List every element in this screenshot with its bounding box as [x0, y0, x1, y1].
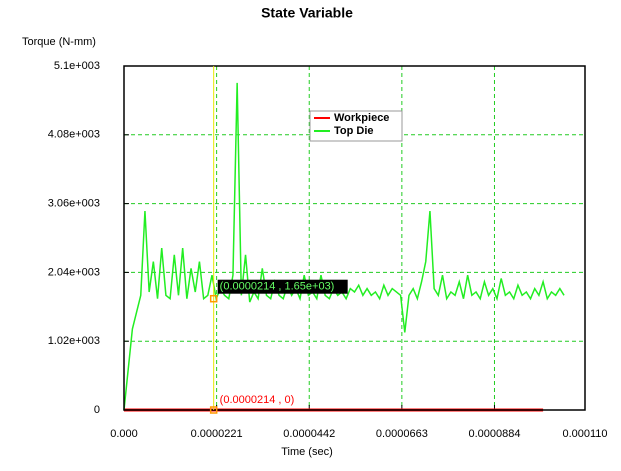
- plot-frame: [123, 65, 586, 411]
- y-tick-label: 4.08e+003: [48, 129, 100, 141]
- y-tick-label: 5.1e+003: [54, 60, 100, 72]
- x-tick-label: 0.0000884: [468, 428, 520, 440]
- legend-label: Top Die: [334, 125, 374, 137]
- cursor-marker: [209, 294, 218, 303]
- x-tick-label: 0.0000442: [283, 428, 335, 440]
- legend-box: [309, 110, 403, 142]
- chart-title: State Variable: [261, 5, 353, 21]
- x-tick-label: 0.000: [110, 428, 138, 440]
- annotation: (0.0000214 , 0): [220, 394, 295, 406]
- y-tick-label: 0: [94, 404, 100, 416]
- x-axis-label: Time (sec): [281, 446, 333, 458]
- y-tick-label: 3.06e+003: [48, 198, 100, 210]
- y-axis-label: Torque (N-mm): [22, 36, 96, 48]
- x-tick-label: 0.0000221: [191, 428, 243, 440]
- legend-label: Workpiece: [334, 112, 389, 124]
- y-tick-label: 2.04e+003: [48, 266, 100, 278]
- y-tick-label: 1.02e+003: [48, 335, 100, 347]
- annotation-box: [217, 279, 348, 294]
- cursor-marker: [209, 406, 218, 414]
- x-tick-label: 0.000110: [562, 428, 607, 440]
- x-tick-label: 0.0000663: [376, 428, 428, 440]
- annotation: (0.0000214 , 1.65e+03): [220, 281, 335, 293]
- series-line: [123, 82, 565, 411]
